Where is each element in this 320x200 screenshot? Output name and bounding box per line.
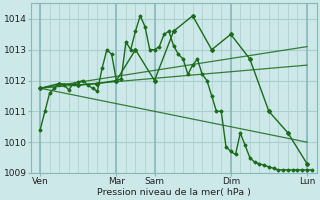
X-axis label: Pression niveau de la mer( hPa ): Pression niveau de la mer( hPa )	[97, 188, 251, 197]
